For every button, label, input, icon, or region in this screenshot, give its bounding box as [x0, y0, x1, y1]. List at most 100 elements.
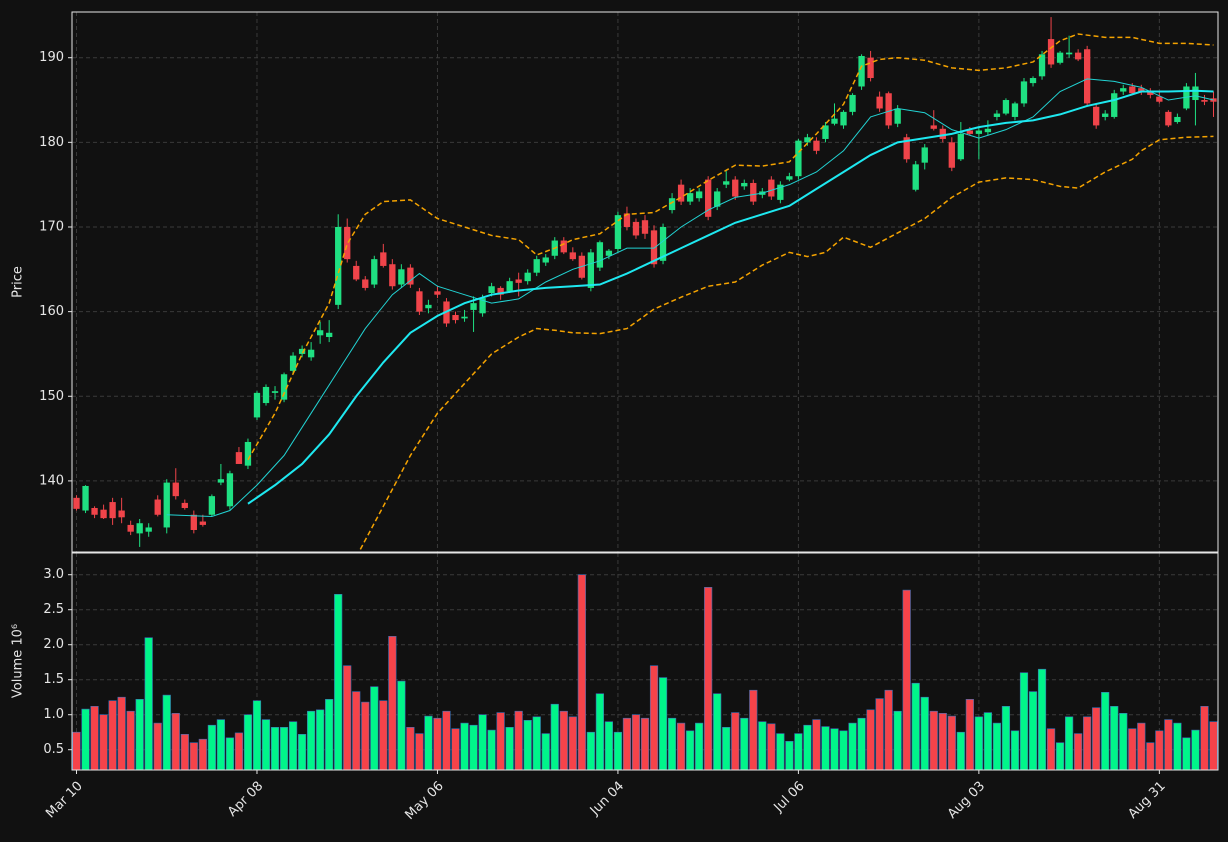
y-tick-label: 1.0 — [43, 707, 64, 722]
volume-bar — [902, 589, 911, 771]
volume-bar — [1128, 728, 1137, 771]
volume-bar — [785, 740, 794, 771]
candle-body — [371, 259, 378, 285]
candle-body — [659, 226, 667, 261]
volume-bar — [514, 710, 523, 771]
volume-bar — [722, 726, 731, 771]
volume-bar — [622, 717, 632, 771]
volume-bar — [658, 677, 668, 771]
volume-bar — [965, 698, 974, 771]
volume-bar — [72, 731, 81, 771]
volume-bar — [1191, 729, 1200, 771]
candle-body — [181, 502, 188, 508]
volume-bar — [947, 715, 956, 771]
candle-body — [434, 291, 441, 295]
volume-bar — [686, 730, 695, 771]
volume-bar — [153, 722, 162, 771]
volume-bar — [225, 737, 235, 771]
candle-body — [777, 184, 784, 200]
candle-body — [542, 257, 549, 263]
indicator-line — [247, 33, 1214, 461]
candle-body — [668, 198, 676, 211]
volume-bar — [577, 574, 586, 771]
candle-body — [605, 250, 613, 256]
y-tick-label: 1.5 — [43, 672, 64, 687]
candle-body — [686, 193, 694, 202]
volume-bar — [505, 726, 514, 771]
candle-body — [100, 509, 107, 519]
candle-body — [389, 264, 396, 287]
candle-body — [677, 184, 685, 202]
volume-bar — [586, 731, 595, 771]
volume-bar — [568, 716, 577, 771]
candle-body — [650, 230, 658, 265]
volume-bar — [604, 721, 613, 771]
volume-bar — [316, 709, 325, 771]
volume-bar — [406, 726, 415, 771]
candle-body — [903, 137, 910, 160]
volume-bar — [875, 698, 884, 771]
candle-body — [271, 391, 279, 393]
volume-bar — [1200, 705, 1209, 771]
candle-body — [1111, 93, 1118, 117]
candle-body — [506, 281, 513, 292]
candle-body — [280, 374, 288, 400]
candle-body — [569, 252, 576, 260]
volume-bar — [126, 710, 135, 771]
candle-body — [208, 496, 216, 515]
volume-bar — [496, 712, 505, 771]
volume-bar — [1164, 719, 1173, 771]
volume-bar — [677, 722, 686, 771]
candle-body — [1210, 98, 1217, 102]
candle-body — [641, 220, 649, 234]
candle-body — [822, 125, 829, 139]
candle-body — [840, 111, 847, 126]
candle-body — [344, 226, 351, 260]
volume-bar — [243, 714, 253, 771]
volume-bar — [1155, 730, 1164, 771]
volume-bar — [135, 698, 144, 771]
volume-bar — [325, 698, 334, 771]
volume-bar — [1001, 705, 1011, 771]
candle-body — [984, 128, 992, 133]
candle-body — [623, 213, 631, 227]
candle-body — [425, 304, 432, 309]
candle-body — [398, 269, 405, 285]
volume-bar — [1182, 737, 1191, 771]
candle-body — [307, 349, 315, 358]
candle-body — [154, 499, 161, 515]
volume-bar — [1083, 716, 1092, 771]
volume-bar — [1010, 730, 1020, 771]
candle-body — [614, 215, 622, 249]
volume-bar — [90, 705, 99, 771]
volume-bar — [252, 700, 262, 771]
volume-bar — [234, 732, 244, 771]
volume-bar — [1092, 707, 1101, 771]
volume-bar — [938, 712, 947, 771]
indicator-line — [166, 78, 1214, 517]
volume-bar — [649, 665, 659, 771]
candle-body — [1129, 86, 1136, 94]
volume-bar — [1137, 722, 1146, 771]
volume-bar — [667, 717, 677, 771]
volume-bar — [207, 724, 216, 771]
candle-body — [1038, 54, 1046, 77]
candle-body — [795, 140, 802, 177]
volume-bar — [469, 724, 478, 771]
y-tick-label: 2.5 — [43, 602, 64, 617]
volume-bar — [830, 728, 839, 771]
candle-body — [452, 315, 459, 321]
candle-body — [786, 176, 793, 180]
y-tick-label: 3.0 — [43, 567, 64, 582]
candle-body — [632, 221, 640, 236]
candle-body — [1174, 116, 1181, 123]
volume-bar — [812, 719, 821, 771]
candle-body — [1120, 88, 1127, 92]
axes-frame — [71, 552, 1219, 771]
indicator-line — [247, 89, 1214, 505]
volume-bar — [1037, 668, 1047, 771]
volume-bar — [307, 710, 316, 771]
candle-body — [298, 348, 306, 354]
candle-body — [849, 94, 856, 112]
